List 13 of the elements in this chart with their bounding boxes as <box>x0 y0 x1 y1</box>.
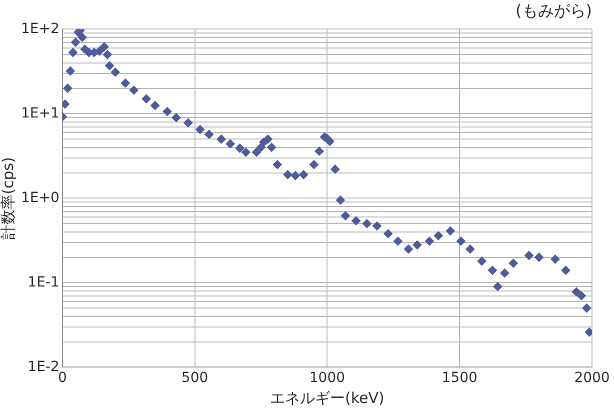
x-tick-label: 1000 <box>309 370 346 386</box>
x-tick-label: 2000 <box>574 370 610 386</box>
y-tick-label: 1E+0 <box>21 190 60 206</box>
chart-title: (もみがら) <box>516 0 592 20</box>
y-tick-label: 1E-2 <box>28 358 60 375</box>
x-tick-label: 500 <box>181 370 208 386</box>
y-tick-label: 1E+2 <box>21 20 60 37</box>
y-axis-title: 計数率(cps) <box>0 157 17 240</box>
y-tick-label: 1E+1 <box>21 105 60 122</box>
x-axis-title: エネルギー(keV) <box>270 388 384 407</box>
y-tick-label: 1E-1 <box>28 274 60 290</box>
x-tick-label: 1500 <box>442 370 478 386</box>
x-tick-label: 0 <box>58 370 67 386</box>
